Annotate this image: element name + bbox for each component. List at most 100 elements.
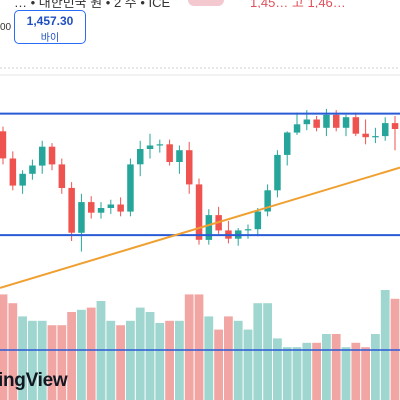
volume-bar bbox=[106, 320, 116, 400]
candle-body bbox=[68, 187, 75, 233]
tradingview-logo: ingView bbox=[0, 370, 68, 391]
candle bbox=[127, 158, 134, 217]
candle-body bbox=[382, 123, 389, 137]
volume-bar bbox=[322, 334, 331, 400]
volume-bar bbox=[145, 312, 155, 400]
candle-body bbox=[323, 114, 330, 128]
candle-body bbox=[254, 211, 262, 230]
symbol-title: … • 대한민국 원 • 2 주 • ICE bbox=[14, 0, 171, 8]
candle bbox=[391, 116, 399, 151]
candle bbox=[0, 126, 7, 165]
candle-body bbox=[303, 119, 311, 125]
candle-body bbox=[352, 117, 360, 134]
buy-button[interactable]: 1,457.30 바이 bbox=[14, 10, 86, 44]
candle-body bbox=[186, 150, 193, 185]
candles bbox=[0, 108, 399, 252]
volume-bar bbox=[155, 323, 165, 400]
candle bbox=[215, 206, 222, 234]
candle-body bbox=[264, 190, 271, 212]
candle bbox=[146, 133, 154, 159]
candle bbox=[88, 196, 95, 219]
candle bbox=[205, 209, 213, 245]
volume-bar bbox=[273, 338, 282, 400]
candle-body bbox=[362, 133, 369, 138]
volume-bar bbox=[341, 347, 351, 400]
candle-body bbox=[78, 202, 85, 233]
candle bbox=[382, 117, 389, 141]
candle bbox=[97, 202, 105, 219]
candle-body bbox=[9, 158, 17, 186]
candle-body bbox=[313, 119, 320, 128]
volume-bar bbox=[331, 334, 341, 400]
volume-bar bbox=[282, 347, 292, 400]
volume-bar bbox=[28, 320, 37, 400]
volume-bar bbox=[194, 294, 204, 400]
candle bbox=[313, 116, 320, 132]
volume-bar bbox=[233, 320, 243, 400]
candle-body bbox=[333, 114, 340, 128]
candle bbox=[166, 139, 173, 166]
candle bbox=[254, 208, 262, 237]
volume-bar bbox=[243, 329, 253, 400]
candle bbox=[156, 139, 164, 153]
volume-bar bbox=[126, 320, 135, 400]
candle bbox=[48, 143, 56, 171]
candle bbox=[78, 193, 85, 252]
candle-body bbox=[19, 173, 26, 186]
volume-bar bbox=[57, 325, 67, 400]
candle-body bbox=[146, 145, 154, 149]
volume-bar bbox=[204, 316, 214, 400]
candle bbox=[362, 119, 369, 145]
candle-body bbox=[284, 132, 291, 155]
candle bbox=[19, 170, 26, 194]
volume-bar bbox=[135, 307, 145, 400]
candle bbox=[39, 140, 46, 174]
volume-bar bbox=[351, 342, 361, 400]
candle bbox=[186, 141, 193, 194]
volume-bar bbox=[361, 347, 370, 400]
candle-body bbox=[274, 154, 281, 191]
candle bbox=[372, 127, 379, 144]
candle-body bbox=[107, 204, 115, 208]
candle-body bbox=[29, 165, 36, 174]
candle bbox=[9, 151, 17, 191]
candle-body bbox=[127, 164, 134, 212]
candle bbox=[58, 158, 66, 194]
candle-body bbox=[372, 136, 379, 138]
volume-bar bbox=[165, 320, 174, 400]
candle bbox=[176, 145, 183, 174]
candle-body bbox=[0, 131, 7, 159]
candle-body bbox=[176, 150, 183, 162]
volume-bar bbox=[67, 312, 76, 400]
volume-bar bbox=[253, 303, 263, 400]
buy-label: 바이 bbox=[40, 33, 60, 44]
candle-body bbox=[166, 144, 173, 162]
candle bbox=[293, 112, 301, 135]
volume-bar bbox=[77, 309, 86, 400]
candle-body bbox=[137, 149, 144, 165]
candle-body bbox=[195, 184, 203, 240]
candle-body bbox=[342, 117, 350, 128]
candle-body bbox=[244, 229, 252, 231]
volume-bar bbox=[86, 307, 96, 400]
chart-header: … • 대한민국 원 • 2 주 • ICE 1,45… 고 1,46… bbox=[0, 0, 400, 8]
candle bbox=[225, 221, 232, 244]
volume-bar bbox=[380, 290, 390, 400]
candle bbox=[117, 197, 124, 217]
trend-line[interactable] bbox=[0, 166, 400, 289]
market-status-pill bbox=[188, 0, 224, 6]
volume-bar bbox=[47, 325, 57, 400]
volume-bar bbox=[263, 303, 272, 400]
buy-price: 1,457.30 bbox=[26, 14, 74, 28]
candle-body bbox=[88, 202, 95, 213]
candle bbox=[68, 182, 75, 241]
candle-body bbox=[117, 204, 124, 212]
candle bbox=[29, 159, 36, 180]
volume-bar bbox=[8, 303, 18, 400]
volume-bar bbox=[175, 320, 184, 400]
candle-body bbox=[293, 124, 301, 133]
volume-bar bbox=[116, 325, 125, 400]
candle bbox=[342, 114, 350, 137]
volume-bar bbox=[184, 294, 194, 400]
